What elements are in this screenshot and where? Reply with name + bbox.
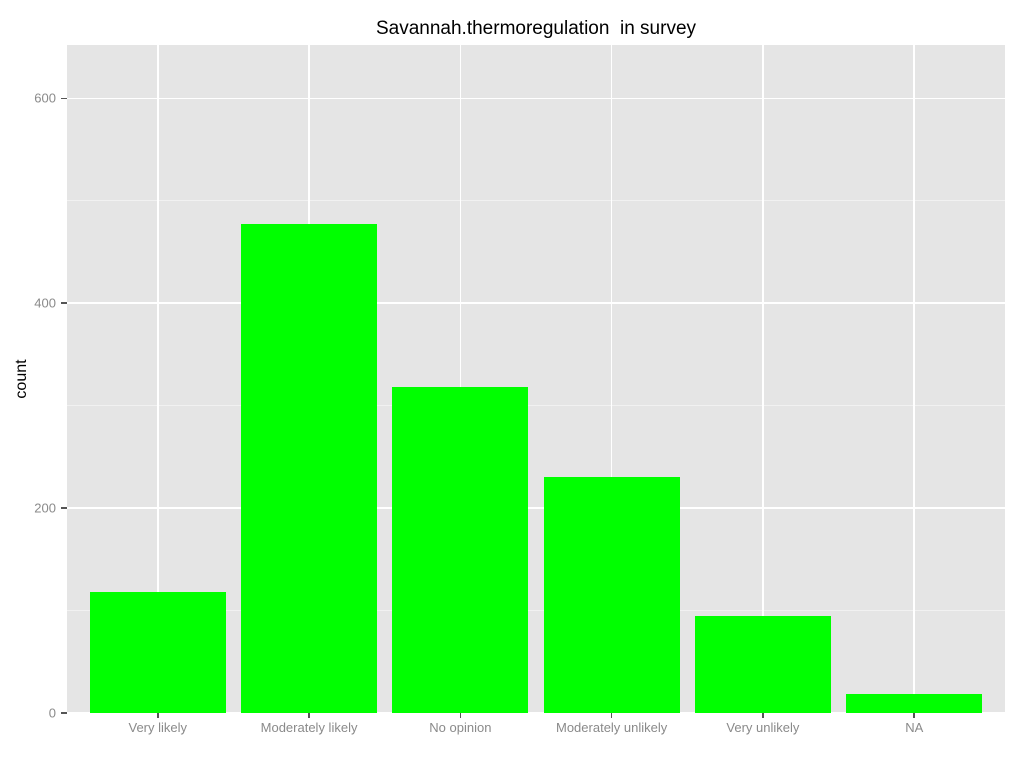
y-tick-mark <box>61 507 67 509</box>
y-tick-label: 0 <box>48 705 56 721</box>
chart-title: Savannah.thermoregulation in survey <box>375 18 697 39</box>
grid-major-x <box>913 45 915 713</box>
x-tick-mark <box>762 713 764 718</box>
grid-minor-y <box>67 610 1005 612</box>
grid-major-x <box>610 45 613 713</box>
y-tick-mark <box>61 712 67 714</box>
x-tick-mark <box>157 713 159 718</box>
grid-major-y <box>67 712 1005 714</box>
x-tick-mark <box>610 713 613 718</box>
y-tick-mark <box>61 302 67 304</box>
x-tick-label: NA <box>905 720 924 735</box>
x-tick-mark <box>308 713 310 718</box>
grid-major-x <box>762 45 764 713</box>
bar-moderately-unlikely <box>543 477 680 713</box>
grid-major-y <box>67 97 1005 100</box>
grid-major-x <box>459 45 462 713</box>
y-tick-label: 600 <box>34 90 56 106</box>
y-tick-label: 400 <box>34 295 56 311</box>
x-tick-label: Moderately likely <box>260 720 358 735</box>
grid-minor-y <box>67 405 1005 407</box>
y-tick-mark <box>61 97 67 100</box>
y-axis-title: count <box>13 359 30 399</box>
x-tick-mark <box>913 713 915 718</box>
grid-major-y <box>67 507 1005 509</box>
grid-minor-y <box>67 200 1005 202</box>
grid-major-y <box>67 302 1005 304</box>
bar-moderately-likely <box>240 224 378 713</box>
bar-na <box>846 693 983 713</box>
bar-very-likely <box>89 592 226 713</box>
grid-major-x <box>157 45 159 713</box>
y-tick-label: 200 <box>34 500 56 516</box>
x-tick-label: No opinion <box>429 720 492 735</box>
bar-very-unlikely <box>694 615 831 713</box>
x-tick-mark <box>459 713 462 718</box>
x-tick-label: Moderately unlikely <box>556 720 668 735</box>
bar-no-opinion <box>392 387 529 713</box>
x-tick-label: Very likely <box>128 720 188 735</box>
x-tick-label: Very unlikely <box>726 720 800 735</box>
